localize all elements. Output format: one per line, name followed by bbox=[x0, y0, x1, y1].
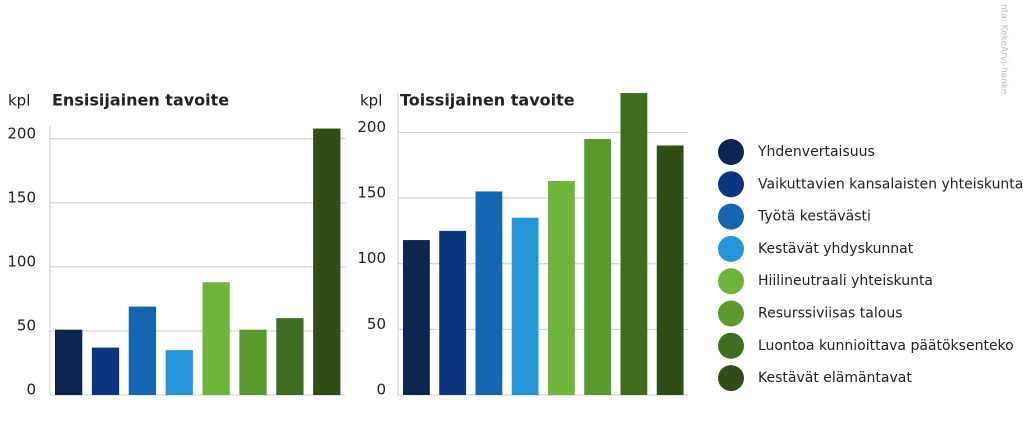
bar bbox=[620, 93, 648, 395]
bar bbox=[656, 145, 684, 395]
y-tick-label: 150 bbox=[7, 188, 36, 206]
bar bbox=[239, 329, 267, 395]
legend-swatch bbox=[718, 300, 744, 327]
legend-label: Kestävät yhdyskunnat bbox=[758, 241, 914, 257]
y-tick-label: 200 bbox=[357, 118, 386, 136]
bar bbox=[439, 230, 467, 395]
legend-swatch bbox=[718, 268, 744, 295]
y-tick-label: 50 bbox=[367, 315, 386, 333]
bar bbox=[128, 306, 157, 395]
y-tick-label: 0 bbox=[376, 381, 386, 399]
bar bbox=[165, 350, 193, 395]
y-axis-label: kpl bbox=[360, 92, 382, 110]
legend-label: Yhdenvertaisuus bbox=[757, 144, 875, 160]
legend-swatch bbox=[718, 139, 744, 165]
bar bbox=[475, 191, 503, 395]
y-tick-label: 0 bbox=[26, 381, 36, 399]
y-tick-label: 100 bbox=[357, 249, 386, 267]
bar bbox=[511, 217, 539, 395]
bar bbox=[202, 282, 230, 395]
source: nta: KekeArvi-hanke bbox=[999, 4, 1009, 95]
legend-swatch bbox=[718, 235, 744, 262]
legend-label: Vaikuttavien kansalaisten yhteiskunta bbox=[758, 176, 1023, 192]
bar bbox=[313, 128, 341, 396]
y-tick-label: 50 bbox=[17, 316, 36, 334]
legend-label: Resurssiviisas talous bbox=[758, 306, 902, 322]
y-tick-label: 100 bbox=[7, 252, 36, 270]
y-axis-label: kpl bbox=[8, 92, 30, 110]
bar bbox=[403, 240, 430, 395]
y-tick-label: 150 bbox=[357, 184, 386, 202]
bar bbox=[55, 329, 83, 395]
legend-swatch bbox=[718, 203, 744, 230]
bar bbox=[91, 347, 120, 395]
legend-label: Luontoa kunnioittava päätöksenteko bbox=[758, 338, 1014, 354]
chart-title: Ensisijainen tavoite bbox=[52, 91, 229, 110]
legend-label: Hiilineutraali yhteiskunta bbox=[758, 273, 933, 289]
legend-swatch bbox=[718, 332, 744, 359]
legend-label: Työtä kestävästi bbox=[757, 209, 871, 225]
legend-label: Kestävät elämäntavat bbox=[758, 370, 912, 386]
legend-swatch bbox=[718, 365, 744, 392]
legend-swatch bbox=[718, 171, 744, 198]
bar bbox=[548, 180, 575, 395]
y-tick-label: 200 bbox=[7, 124, 36, 142]
bar bbox=[276, 318, 304, 395]
chart-title: Toissijainen tavoite bbox=[400, 91, 575, 110]
bar bbox=[584, 138, 612, 395]
